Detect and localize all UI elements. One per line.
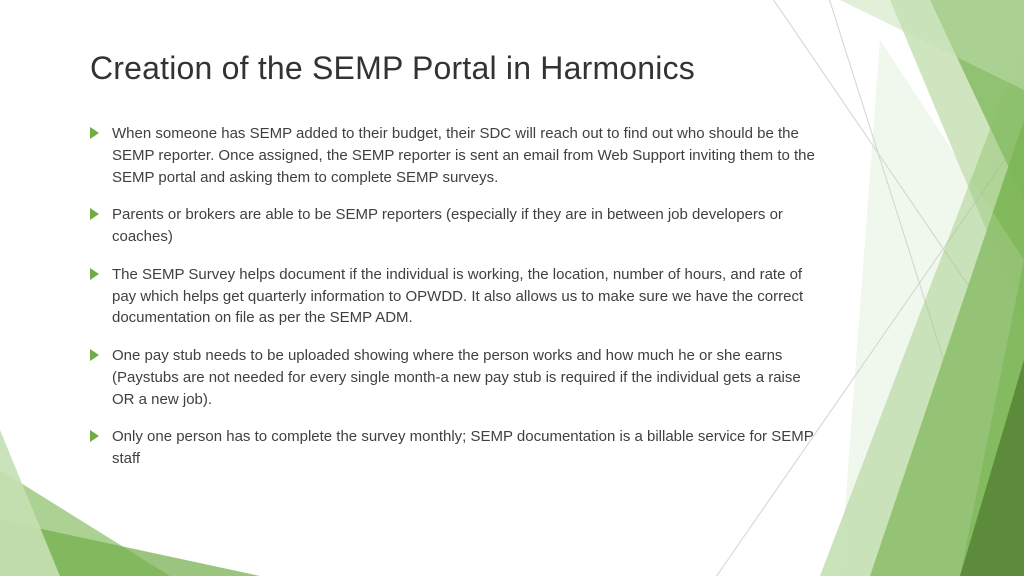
bullet-item: Only one person has to complete the surv… — [90, 426, 824, 470]
bullet-item: The SEMP Survey helps document if the in… — [90, 264, 824, 329]
slide-title: Creation of the SEMP Portal in Harmonics — [90, 50, 824, 87]
slide: Creation of the SEMP Portal in Harmonics… — [0, 0, 1024, 576]
bullet-item: One pay stub needs to be uploaded showin… — [90, 345, 824, 410]
bullet-list: When someone has SEMP added to their bud… — [90, 123, 824, 470]
slide-content: Creation of the SEMP Portal in Harmonics… — [0, 0, 1024, 526]
bullet-item: When someone has SEMP added to their bud… — [90, 123, 824, 188]
bullet-item: Parents or brokers are able to be SEMP r… — [90, 204, 824, 248]
